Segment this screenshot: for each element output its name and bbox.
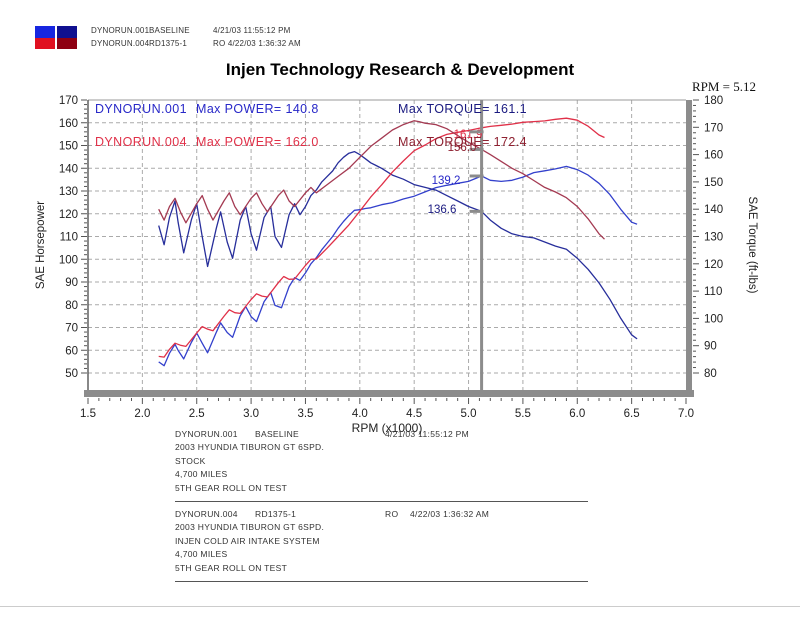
info-header-col: BASELINE [255, 429, 299, 439]
page-title: Injen Technology Research & Development [225, 60, 575, 79]
x-tick-label: 1.5 [80, 408, 96, 420]
left-tick-label: 150 [59, 141, 78, 153]
info-line: 4,700 MILES [175, 549, 228, 560]
left-tick-label: 130 [59, 186, 78, 198]
info-header-col: RO [385, 508, 399, 519]
legend-run-2: DYNORUN.004 [91, 39, 150, 48]
y-axis-right-bar [686, 100, 692, 397]
x-tick-label: 4.0 [352, 408, 368, 420]
info-separator-line [175, 580, 588, 582]
max-value-annotation: Max TORQUE= 172.4 [398, 135, 527, 149]
x-tick-label: 5.5 [515, 408, 531, 420]
x-tick-label: 3.5 [297, 408, 313, 420]
cursor-value-label: 139.2 [432, 175, 461, 187]
series-right [158, 120, 605, 240]
left-tick-label: 120 [59, 209, 78, 221]
info-line: 2003 HYUNDIA TIBURON GT 6SPD. [175, 442, 325, 453]
y-left-axis-title: SAE Horsepower [35, 201, 47, 289]
legend-run-1: DYNORUN.001 [91, 26, 150, 35]
max-value-annotation: DYNORUN.001 [95, 102, 187, 116]
x-tick-label: 2.5 [189, 408, 205, 420]
right-tick-label: 120 [704, 259, 723, 271]
info-header-col: 4/21/03 11:55:12 PM [385, 429, 469, 439]
cursor-value-label: 156.0 [448, 142, 477, 154]
legend-label-2: RD1375-1 [149, 39, 188, 48]
left-tick-label: 140 [59, 163, 78, 175]
series-left [158, 117, 605, 358]
run2-color-swatch [57, 26, 77, 49]
x-axis-title: RPM (x1000) [352, 421, 423, 435]
info-header-col: DYNORUN.001 [175, 429, 238, 439]
max-value-annotation: Max POWER= 162.0 [196, 135, 319, 149]
right-tick-label: 80 [704, 368, 717, 380]
cursor-value-label: 136.6 [428, 204, 457, 216]
x-tick-label: 3.0 [243, 408, 259, 420]
run1-color-swatch [35, 26, 55, 49]
run-info-blocks: DYNORUN.001 BASELINE 4/21/03 11:55:12 PM 20… [175, 429, 605, 589]
info-block-header: DYNORUN.004 RD1375-1 RO 4/22/03 1:36:32 AM [175, 509, 605, 522]
x-tick-label: 4.5 [406, 408, 422, 420]
info-line: 2003 HYUNDIA TIBURON GT 6SPD. [175, 522, 325, 533]
x-tick-label: 2.0 [134, 408, 150, 420]
info-line: 5TH GEAR ROLL ON TEST [175, 562, 288, 573]
info-header-col: DYNORUN.004 [175, 508, 238, 519]
right-tick-label: 180 [704, 95, 723, 107]
left-tick-label: 50 [65, 368, 78, 380]
right-tick-label: 160 [704, 150, 723, 162]
right-tick-label: 100 [704, 313, 723, 325]
x-tick-label: 6.5 [624, 408, 640, 420]
run-legend: DYNORUN.001 BASELINE 4/21/03 11:55:12 PM… [35, 26, 421, 52]
right-tick-label: 140 [704, 204, 723, 216]
left-tick-label: 60 [65, 345, 78, 357]
right-tick-label: 90 [704, 341, 717, 353]
info-line: 4,700 MILES [175, 469, 228, 480]
x-tick-label: 6.0 [569, 408, 585, 420]
x-tick-label: 5.0 [461, 408, 477, 420]
info-header-col: RD1375-1 [255, 508, 297, 519]
info-block-header: DYNORUN.001 BASELINE 4/21/03 11:55:12 PM [175, 429, 605, 442]
max-value-annotation: Max POWER= 140.8 [196, 102, 319, 116]
y-right-axis-title: SAE Torque (ft-lbs) [746, 197, 758, 294]
left-tick-label: 90 [65, 277, 78, 289]
cursor-rpm-readout: RPM = 5.12 [691, 79, 756, 94]
right-tick-label: 170 [704, 122, 723, 134]
legend-date-1: 4/21/03 11:55:12 PM [213, 26, 291, 35]
page-bottom-divider [0, 606, 800, 607]
legend-date-2: RO 4/22/03 1:36:32 AM [213, 39, 301, 48]
dyno-chart[interactable]: 50 60 70 80 90 100 110 120 130 140 150 160 170 80 90 10… [0, 0, 800, 440]
left-tick-label: 110 [60, 232, 78, 244]
info-line: STOCK [175, 455, 206, 466]
series-left [158, 165, 638, 367]
legend-label-1: BASELINE [149, 26, 190, 35]
left-tick-label: 170 [59, 95, 78, 107]
series-right [158, 150, 638, 340]
left-tick-label: 80 [65, 300, 78, 312]
info-line: INJEN COLD AIR INTAKE SYSTEM [175, 535, 320, 546]
info-separator-line [175, 500, 588, 502]
x-tick-label: 7.0 [678, 408, 694, 420]
max-value-annotation: DYNORUN.004 [95, 135, 187, 149]
x-axis-bar [84, 390, 694, 397]
legend-text: DYNORUN.001 BASELINE 4/21/03 11:55:12 PM… [91, 26, 421, 52]
right-tick-label: 130 [704, 232, 723, 244]
left-tick-label: 70 [65, 323, 78, 335]
left-tick-label: 100 [59, 254, 78, 266]
info-header-col: 4/22/03 1:36:32 AM [410, 508, 490, 519]
right-tick-label: 150 [704, 177, 723, 189]
left-tick-label: 160 [59, 118, 78, 130]
right-tick-label: 110 [704, 286, 722, 298]
info-line: 5TH GEAR ROLL ON TEST [175, 482, 288, 493]
max-value-annotation: Max TORQUE= 161.1 [398, 102, 527, 116]
